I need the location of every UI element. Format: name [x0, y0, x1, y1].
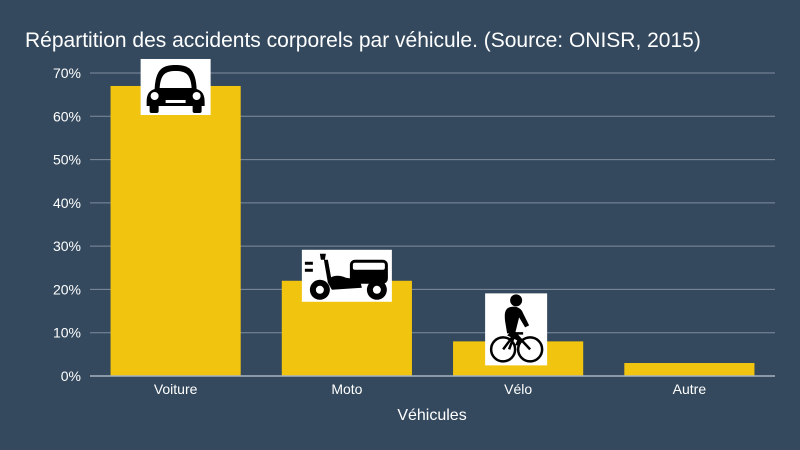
x-tick-label: Autre	[673, 381, 707, 397]
bar-voiture	[110, 85, 241, 376]
x-axis-ticks: Voiture Moto Vélo Autre	[154, 381, 706, 397]
x-tick-label: Vélo	[504, 381, 532, 397]
bar-icons	[140, 58, 548, 366]
y-tick-label: 60%	[53, 108, 81, 124]
y-tick-label: 70%	[53, 65, 81, 81]
x-tick-label: Moto	[331, 381, 362, 397]
car-icon	[140, 58, 211, 115]
bar-autre	[624, 363, 755, 376]
cyclist-icon	[485, 293, 548, 366]
x-tick-label: Voiture	[154, 381, 198, 397]
y-axis-ticks: 0% 10% 20% 30% 40% 50% 60% 70%	[53, 65, 81, 384]
chart-title: Répartition des accidents corporels par …	[25, 29, 701, 52]
y-tick-label: 50%	[53, 152, 81, 168]
y-tick-label: 20%	[53, 281, 81, 297]
y-tick-label: 30%	[53, 238, 81, 254]
x-axis-label: Véhicules	[397, 407, 466, 424]
y-tick-label: 40%	[53, 195, 81, 211]
y-tick-label: 10%	[53, 325, 81, 341]
y-tick-label: 0%	[61, 368, 81, 384]
scooter-icon	[301, 249, 392, 302]
